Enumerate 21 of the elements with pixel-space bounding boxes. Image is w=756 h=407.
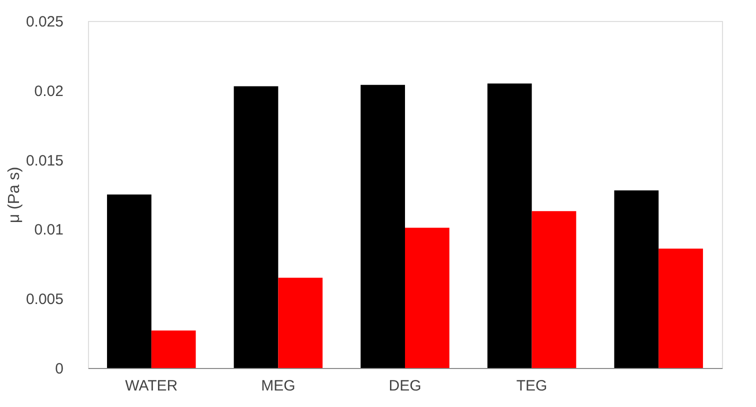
bar — [614, 190, 659, 368]
x-tick-label: DEG — [388, 378, 422, 394]
bar — [532, 211, 576, 368]
y-tick-label: 0.01 — [34, 222, 64, 239]
bar — [405, 228, 450, 368]
x-tick-label: MEG — [261, 378, 296, 394]
y-tick-label: 0.025 — [26, 14, 64, 30]
bar — [278, 278, 323, 368]
bar — [107, 194, 152, 368]
y-tick-label: 0.005 — [26, 291, 64, 308]
y-tick-label: 0.015 — [26, 152, 64, 170]
y-tick-label: 0.02 — [34, 82, 64, 100]
bar — [151, 330, 196, 368]
bar — [360, 84, 405, 368]
x-tick-label: WATER — [125, 378, 178, 394]
x-tick-label: TEG — [516, 378, 548, 394]
y-tick-label: 0 — [55, 360, 64, 378]
bar — [487, 83, 532, 368]
bar — [234, 86, 278, 368]
bar — [658, 248, 703, 368]
y-axis-title: μ (Pa s) — [6, 166, 23, 224]
